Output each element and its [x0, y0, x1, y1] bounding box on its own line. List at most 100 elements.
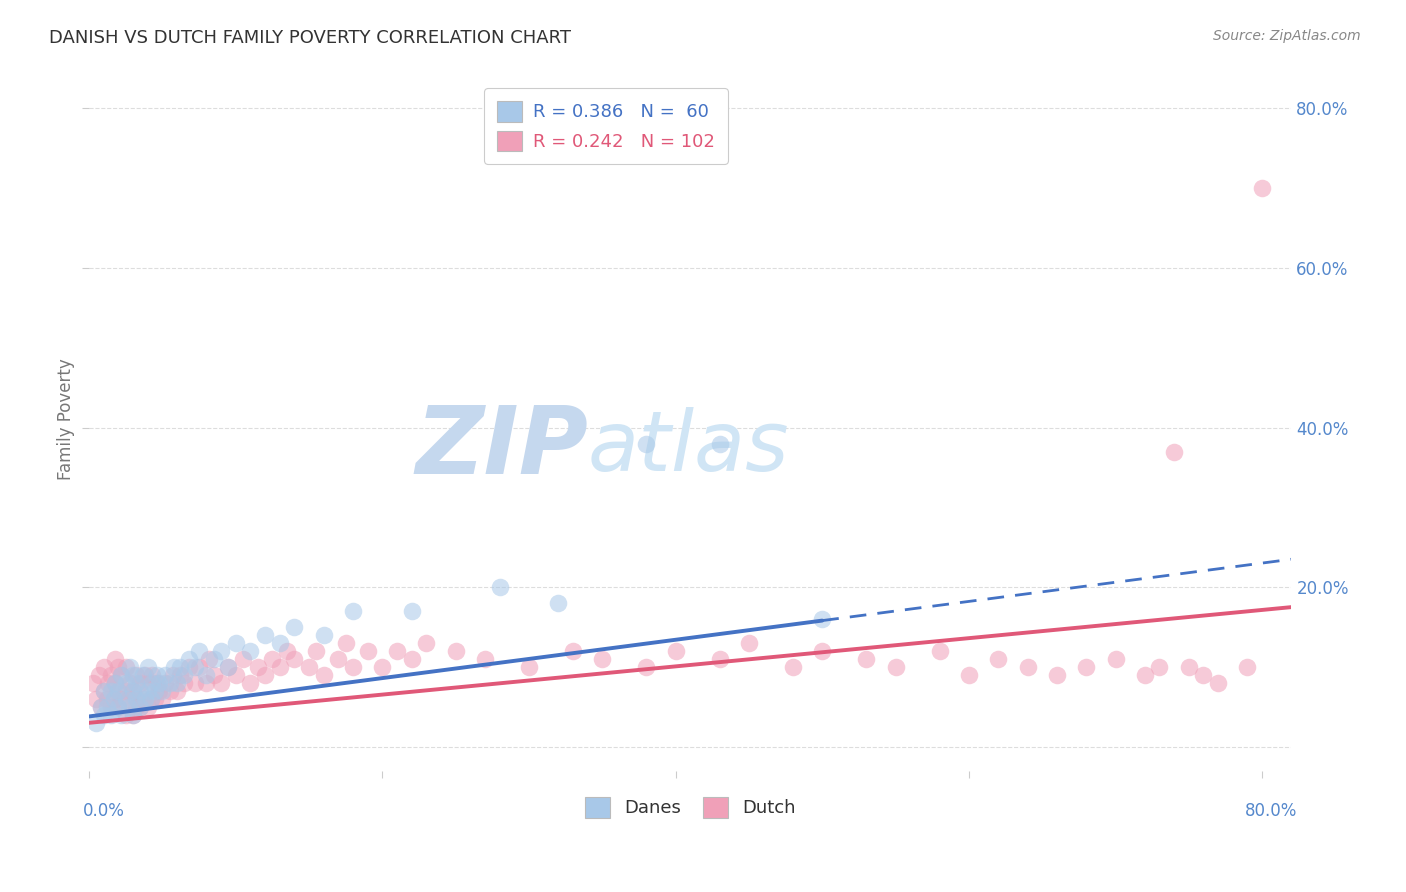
Point — [183, 660, 205, 674]
Point — [239, 676, 262, 690]
Point — [125, 668, 148, 682]
Point — [86, 691, 108, 706]
Point — [1236, 660, 1258, 674]
Point — [232, 652, 254, 666]
Point — [169, 660, 191, 674]
Point — [141, 668, 163, 682]
Point — [122, 668, 145, 682]
Point — [177, 652, 200, 666]
Point — [173, 668, 195, 682]
Text: atlas: atlas — [588, 407, 790, 488]
Point — [100, 699, 122, 714]
Point — [884, 660, 907, 674]
Point — [1149, 660, 1171, 674]
Point — [93, 684, 115, 698]
Point — [173, 676, 195, 690]
Point — [1178, 660, 1201, 674]
Point — [1163, 444, 1185, 458]
Point — [125, 691, 148, 706]
Point — [928, 644, 950, 658]
Point — [385, 644, 408, 658]
Point — [86, 715, 108, 730]
Point — [110, 691, 132, 706]
Point — [811, 612, 834, 626]
Point — [110, 668, 132, 682]
Point — [1046, 668, 1069, 682]
Point — [276, 644, 298, 658]
Point — [159, 684, 181, 698]
Point — [122, 684, 145, 698]
Point — [148, 684, 170, 698]
Point — [143, 691, 166, 706]
Point — [636, 436, 658, 450]
Point — [636, 660, 658, 674]
Point — [195, 676, 218, 690]
Text: 80.0%: 80.0% — [1246, 802, 1298, 821]
Point — [188, 644, 211, 658]
Point — [738, 636, 761, 650]
Point — [125, 699, 148, 714]
Point — [120, 660, 142, 674]
Point — [312, 668, 335, 682]
Point — [209, 644, 232, 658]
Point — [114, 676, 136, 690]
Point — [665, 644, 688, 658]
Point — [298, 660, 321, 674]
Point — [342, 604, 364, 618]
Point — [183, 676, 205, 690]
Point — [96, 699, 118, 714]
Point — [169, 668, 191, 682]
Point — [312, 628, 335, 642]
Point — [162, 668, 184, 682]
Point — [100, 707, 122, 722]
Point — [122, 707, 145, 722]
Point — [328, 652, 350, 666]
Point — [122, 684, 145, 698]
Point — [104, 676, 127, 690]
Point — [139, 691, 162, 706]
Point — [246, 660, 269, 674]
Point — [202, 668, 225, 682]
Point — [225, 636, 247, 650]
Point — [262, 652, 284, 666]
Point — [93, 660, 115, 674]
Point — [709, 436, 731, 450]
Point — [163, 660, 186, 674]
Point — [100, 684, 122, 698]
Point — [155, 676, 177, 690]
Text: 0.0%: 0.0% — [83, 802, 125, 821]
Point — [90, 699, 112, 714]
Point — [401, 604, 423, 618]
Point — [103, 691, 125, 706]
Point — [269, 660, 291, 674]
Point — [118, 699, 141, 714]
Point — [96, 691, 118, 706]
Point — [547, 596, 569, 610]
Point — [159, 676, 181, 690]
Point — [152, 691, 174, 706]
Point — [357, 644, 380, 658]
Point — [107, 699, 129, 714]
Point — [125, 676, 148, 690]
Text: Source: ZipAtlas.com: Source: ZipAtlas.com — [1213, 29, 1361, 43]
Point — [148, 676, 170, 690]
Point — [254, 628, 277, 642]
Point — [114, 660, 136, 674]
Point — [93, 707, 115, 722]
Point — [107, 684, 129, 698]
Point — [145, 668, 167, 682]
Point — [283, 620, 305, 634]
Point — [145, 676, 167, 690]
Point — [562, 644, 585, 658]
Point — [136, 699, 159, 714]
Point — [335, 636, 357, 650]
Point — [811, 644, 834, 658]
Point — [155, 668, 177, 682]
Point — [1251, 181, 1274, 195]
Text: ZIP: ZIP — [415, 401, 588, 493]
Point — [474, 652, 496, 666]
Point — [517, 660, 540, 674]
Point — [987, 652, 1010, 666]
Point — [89, 668, 111, 682]
Point — [129, 684, 152, 698]
